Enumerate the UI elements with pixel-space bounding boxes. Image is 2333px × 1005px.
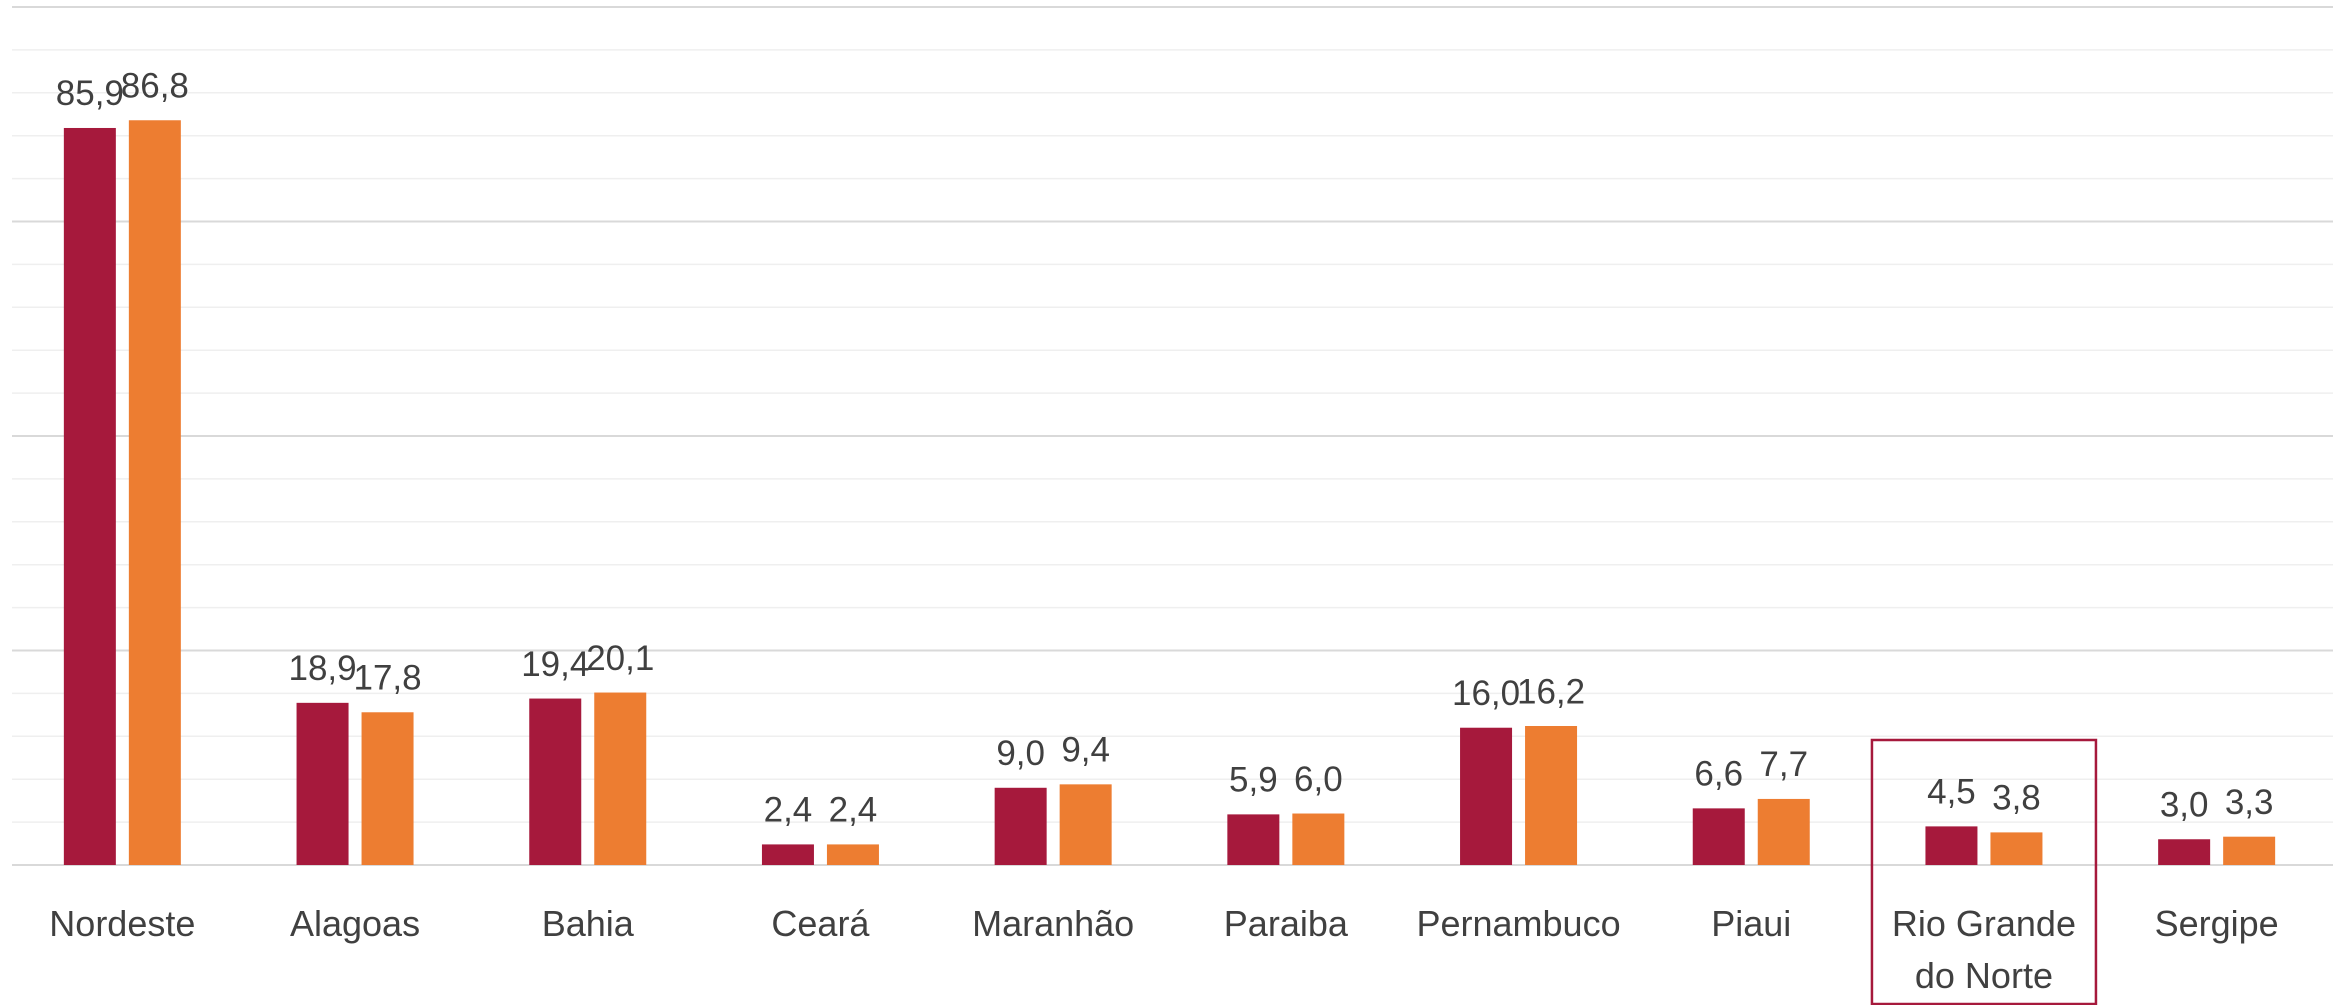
highlight-box — [1870, 738, 2098, 1005]
data-label: 19,4 — [521, 645, 589, 684]
bar — [2223, 836, 2276, 865]
bar — [2158, 839, 2211, 865]
bar — [1925, 826, 1978, 865]
data-label: 17,8 — [353, 659, 421, 698]
data-label: 6,0 — [1294, 760, 1343, 799]
data-label: 4,5 — [1927, 773, 1976, 812]
bar — [761, 844, 814, 865]
bar — [296, 702, 349, 865]
bar — [128, 120, 181, 866]
bar — [529, 698, 582, 865]
x-tick-label: Ceará — [771, 903, 870, 944]
x-tick-label: Sergipe — [2154, 903, 2279, 944]
bar — [63, 127, 116, 865]
bar — [1292, 813, 1345, 865]
data-label: 3,8 — [1992, 779, 2041, 818]
data-label: 2,4 — [829, 791, 878, 830]
data-label: 16,2 — [1517, 672, 1585, 711]
data-label: 9,4 — [1061, 731, 1110, 770]
data-label: 7,7 — [1759, 745, 1808, 784]
bar — [1059, 784, 1112, 865]
data-label: 3,0 — [2160, 786, 2209, 825]
x-tick-label: Paraiba — [1223, 903, 1348, 944]
data-label: 86,8 — [121, 67, 189, 106]
data-label: 9,0 — [996, 734, 1045, 773]
bar — [361, 712, 414, 865]
bar — [1990, 832, 2043, 865]
data-label: 20,1 — [586, 639, 654, 678]
x-tick-label: Pernambuco — [1416, 903, 1621, 944]
x-tick-label: Nordeste — [49, 903, 196, 944]
data-label: 85,9 — [56, 74, 124, 113]
x-tick-label: Piaui — [1711, 903, 1792, 944]
bar — [1692, 808, 1745, 865]
data-label: 18,9 — [288, 649, 356, 688]
x-tick-label: Rio Grande do Norte — [1891, 903, 2076, 996]
data-label: 5,9 — [1229, 761, 1278, 800]
data-label: 2,4 — [764, 791, 813, 830]
bar — [1460, 727, 1513, 865]
bar — [1227, 814, 1280, 865]
bar — [1525, 726, 1578, 865]
x-tick-label: Maranhão — [972, 903, 1135, 944]
x-tick-label: Bahia — [541, 903, 634, 944]
bar — [826, 844, 879, 865]
data-label: 16,0 — [1452, 674, 1520, 713]
bar — [994, 787, 1047, 865]
bar — [594, 692, 647, 865]
bar — [1757, 798, 1810, 865]
data-label: 6,6 — [1694, 755, 1743, 794]
x-tick-label: Alagoas — [289, 903, 421, 944]
data-label: 3,3 — [2225, 783, 2274, 822]
